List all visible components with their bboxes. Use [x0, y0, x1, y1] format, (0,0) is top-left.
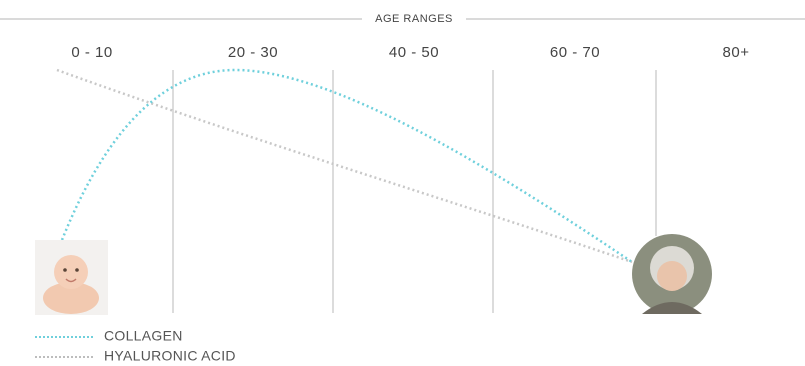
- elderly-photo: [632, 234, 712, 314]
- title: AGE RANGES: [375, 13, 453, 25]
- legend-label: COLLAGEN: [104, 328, 183, 344]
- column-label: 40 - 50: [389, 44, 439, 61]
- hyaluronic-curve: [56, 68, 633, 264]
- column-label: 60 - 70: [550, 44, 600, 61]
- column-label: 0 - 10: [71, 44, 112, 61]
- baby-photo: [35, 240, 108, 315]
- column-label: 20 - 30: [228, 44, 278, 61]
- legend-label: HYALURONIC ACID: [104, 348, 236, 364]
- column-label: 80+: [723, 44, 750, 61]
